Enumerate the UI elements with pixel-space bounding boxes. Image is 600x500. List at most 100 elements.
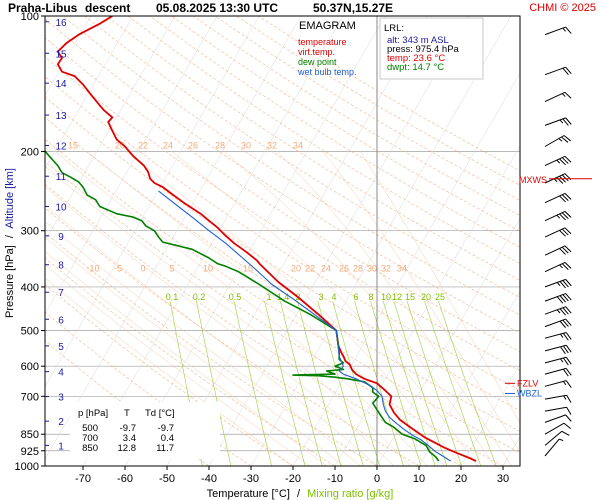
wind-barb-flag: [561, 263, 569, 271]
wind-barb-staff: [544, 66, 566, 76]
wind-barb-half-flag: [558, 438, 564, 442]
moist-adiabat-line: [276, 151, 512, 466]
wind-barb-flag: [561, 212, 569, 220]
wind-barb-flag: [561, 174, 569, 182]
wind-barb-flag: [561, 246, 569, 254]
isotherm-line: [45, 16, 260, 387]
dry-adiabat-label: 0: [140, 263, 145, 273]
isotherm-line: [545, 16, 600, 466]
mixing-ratio-line: [424, 301, 482, 466]
temperature-tick-label: 20: [455, 473, 467, 485]
table-row-td: -9.7: [158, 423, 174, 434]
profile-series: [45, 16, 477, 462]
wind-barb-staff: [544, 380, 567, 387]
temperature-tick-label: -10: [327, 473, 343, 485]
wind-barb-flag: [565, 293, 572, 301]
wind-barb: [544, 192, 572, 204]
wind-barb: [544, 438, 564, 457]
wind-barb: [544, 422, 571, 435]
altitude-tick-label: 11: [56, 172, 67, 183]
temperature-tick-label: -30: [243, 473, 259, 485]
altitude-tick-label: 7: [58, 288, 64, 299]
wind-barb-flag: [565, 414, 572, 422]
wind-barb-flag: [556, 296, 564, 304]
marker-label: FZLV: [517, 378, 538, 388]
mixing-ratio-label: 4: [331, 292, 336, 302]
wind-barb: [544, 356, 572, 366]
isotherm-line: [376, 218, 520, 466]
isotherm-line: [250, 16, 512, 466]
series-temperature-line: [56, 16, 477, 462]
plot-frame: [44, 15, 521, 467]
wind-barb-flag: [559, 195, 566, 203]
wind-barb-half-flag: [556, 309, 561, 314]
altitude-tick-label: 9: [58, 232, 64, 243]
wind-barb: [544, 261, 572, 273]
wind-barb-staff: [544, 227, 566, 238]
wind-barb-flag: [559, 213, 566, 221]
wind-barb-staff: [544, 406, 567, 412]
pressure-tick-label: 400: [21, 282, 39, 294]
isotherm-line: [45, 16, 176, 242]
wind-barb-staff: [544, 261, 566, 273]
wind-barb-staff: [544, 306, 566, 315]
mixing-ratio-label: 1: [266, 292, 271, 302]
table-row-p: 700: [82, 433, 98, 444]
pressure-tick-label: 850: [21, 429, 39, 441]
dry-adiabat-line: [45, 56, 520, 372]
plot-area: [45, 16, 520, 466]
wind-barb: [544, 394, 572, 403]
wind-barb: [544, 406, 572, 415]
wind-barb-staff: [544, 26, 566, 36]
altitude-tick-label: 8: [58, 261, 64, 272]
isotherm-line: [418, 290, 520, 466]
table-row-td: 11.7: [156, 443, 174, 454]
mixing-ratio-line: [438, 301, 497, 466]
table-row-t: 12.8: [118, 443, 137, 454]
wind-barb-flag: [563, 422, 571, 430]
pressure-tick-label: 700: [21, 391, 39, 403]
wind-barb: [544, 344, 572, 355]
wind-barb-flag: [564, 227, 572, 235]
mixing-ratio-label: 0.2: [193, 292, 206, 302]
lrl-title: LRL:: [384, 23, 404, 34]
moist-adiabat-line: [87, 151, 445, 466]
wind-barb-half-flag: [563, 395, 567, 400]
wind-barb-staff: [544, 438, 560, 457]
wind-barb-flag: [562, 332, 569, 341]
table-header-t: T: [124, 408, 130, 419]
wind-barb-flag: [559, 295, 566, 303]
table-header-td: Td [°C]: [145, 408, 175, 419]
wind-barb-flag: [562, 280, 569, 288]
wind-barb-half-flag: [562, 27, 567, 32]
dry-adiabat-line: [127, 16, 520, 264]
mixing-ratio-label: 10: [381, 292, 391, 302]
dry-adiabat-line: [45, 18, 520, 334]
wind-barb-staff: [544, 135, 565, 147]
mixing-ratio-label: 8: [368, 292, 373, 302]
mixing-ratio-label: 6: [353, 292, 358, 302]
wind-barb-half-flag: [556, 214, 561, 219]
title-datetime: 05.08.2025 13:30 UTC: [156, 1, 278, 15]
isotherm-line: [292, 72, 520, 466]
dry-adiabat-label: 22: [305, 263, 315, 273]
pressure-tick-label: 100: [21, 11, 39, 23]
moist-adiabat-line: [54, 151, 428, 466]
y-axis-title-pressure: Pressure [hPa]: [4, 245, 16, 318]
wind-barb-staff: [544, 210, 566, 222]
wind-barb-flag: [559, 320, 566, 328]
svg-text:Pressure [hPa] / A: Pressure [hPa] / Altitude [km]: [4, 168, 16, 318]
legend-title: EMAGRAM: [299, 20, 356, 32]
dry-adiabat-label: 10: [203, 263, 213, 273]
legend-wet-bulb: wet bulb temp.: [297, 67, 357, 77]
wind-barb-half-flag: [560, 333, 564, 338]
lrl-box: LRL: alt: 343 m ASL press: 975.4 hPa tem…: [379, 17, 484, 80]
mixing-ratio-line: [280, 301, 323, 466]
dry-adiabat-label: 22: [138, 140, 148, 150]
wind-barb: [544, 66, 572, 76]
pressure-axis: 100 200 300 400 500 600 700 850 925 1000: [15, 11, 45, 473]
altitude-tick-label: 16: [55, 18, 67, 29]
wind-barb-staff: [544, 155, 566, 167]
pressure-tick-label: 300: [21, 226, 39, 238]
